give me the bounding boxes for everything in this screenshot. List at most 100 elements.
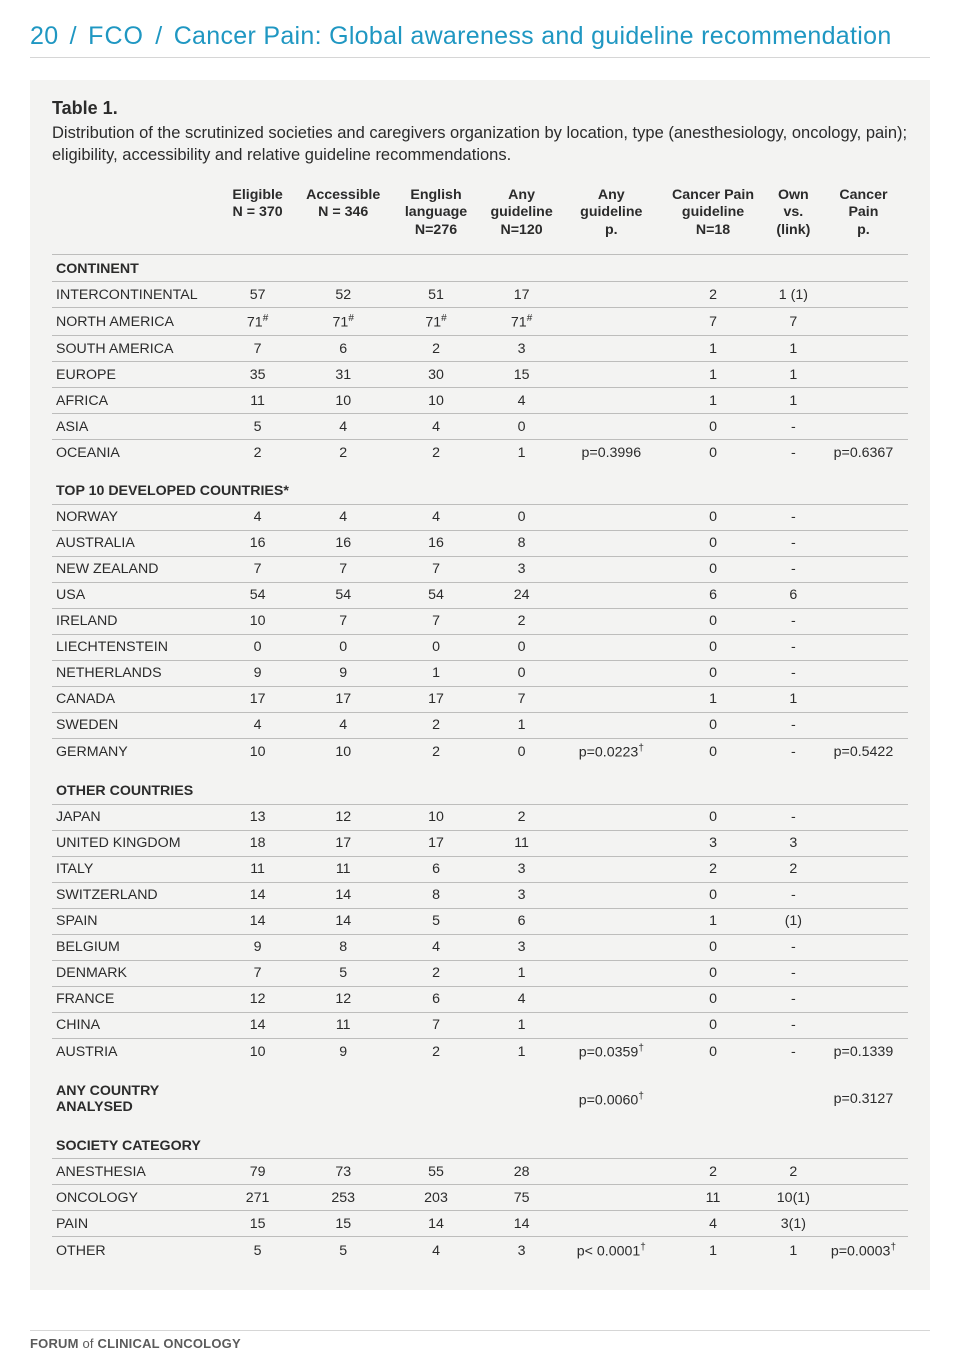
cell: 10 [393,804,479,830]
cell: 54 [293,582,393,608]
cell: 54 [393,582,479,608]
row-label: JAPAN [52,804,222,830]
row-label: AFRICA [52,388,222,414]
cell: 0 [293,634,393,660]
cell: 1 [658,362,768,388]
section-title: ANY COUNTRY ANALYSED [52,1065,222,1120]
cell [564,960,658,986]
cell: 7 [222,556,293,582]
cell: 11 [293,1012,393,1038]
cell [564,830,658,856]
cell: 17 [479,282,565,308]
cell: 15 [222,1211,293,1237]
cell: 2 [393,336,479,362]
cell: 71# [222,308,293,336]
cell: 0 [479,504,565,530]
cell [564,414,658,440]
cell: 1 [658,336,768,362]
page-footer: FORUM of CLINICAL ONCOLOGY [30,1330,930,1351]
cell [819,1211,908,1237]
table-row: JAPAN13121020- [52,804,908,830]
cell: 1 [768,336,819,362]
section-header: SOCIETY CATEGORY [52,1120,908,1159]
cell [564,530,658,556]
cell: 54 [222,582,293,608]
row-label: NETHERLANDS [52,660,222,686]
cell: 3 [768,830,819,856]
row-label: USA [52,582,222,608]
cell: 10 [293,388,393,414]
cell [564,634,658,660]
journal-abbrev: FCO [88,22,144,50]
table-panel: Table 1. Distribution of the scrutinized… [30,80,930,1290]
cell: 18 [222,830,293,856]
section-title: OTHER COUNTRIES [52,765,908,804]
row-label: SWITZERLAND [52,882,222,908]
table-row: SWEDEN44210- [52,712,908,738]
cell: 16 [293,530,393,556]
cell: - [768,738,819,765]
section-inline-value [658,1065,768,1120]
table-row: ASIA54400- [52,414,908,440]
cell: 0 [393,634,479,660]
cell [564,1185,658,1211]
cell: 31 [293,362,393,388]
table-row: UNITED KINGDOM1817171133 [52,830,908,856]
cell: p=0.6367 [819,440,908,466]
cell: p=0.0003† [819,1237,908,1264]
cell: 11 [658,1185,768,1211]
cell [819,388,908,414]
cell: - [768,608,819,634]
cell [564,908,658,934]
cell: 0 [658,986,768,1012]
cell: - [768,530,819,556]
cell: 0 [479,738,565,765]
cell: 5 [222,1237,293,1264]
cell [564,608,658,634]
cell: 9 [293,1038,393,1065]
cell: 6 [393,986,479,1012]
table-row: BELGIUM98430- [52,934,908,960]
cell: 24 [479,582,565,608]
table-row: SOUTH AMERICA762311 [52,336,908,362]
cell: 7 [393,608,479,634]
cell: 0 [479,634,565,660]
table-row: NORWAY44400- [52,504,908,530]
row-label: ANESTHESIA [52,1159,222,1185]
cell: - [768,1012,819,1038]
section-inline-value: p=0.3127 [819,1065,908,1120]
row-label: OCEANIA [52,440,222,466]
table-row: CHINA1411710- [52,1012,908,1038]
cell [819,504,908,530]
cell [564,282,658,308]
cell: 55 [393,1159,479,1185]
page: 20 / FCO / Cancer Pain: Global awareness… [0,0,960,1371]
cell: 1 [768,362,819,388]
cell: 51 [393,282,479,308]
cell: 17 [222,686,293,712]
cell: 7 [768,308,819,336]
cell: 4 [479,986,565,1012]
cell: 73 [293,1159,393,1185]
cell: 0 [658,634,768,660]
section-header: TOP 10 DEVELOPED COUNTRIES* [52,465,908,504]
row-label: ITALY [52,856,222,882]
cell: 14 [293,882,393,908]
section-header: CONTINENT [52,254,908,282]
row-label: PAIN [52,1211,222,1237]
row-label: SOUTH AMERICA [52,336,222,362]
cell: 0 [658,530,768,556]
cell [564,504,658,530]
cell [564,362,658,388]
cell: 5 [222,414,293,440]
cell: 1 [658,908,768,934]
table-row: USA5454542466 [52,582,908,608]
cell: 0 [658,960,768,986]
cell: - [768,634,819,660]
cell: 2 [658,282,768,308]
table-caption: Distribution of the scrutinized societie… [52,123,908,167]
table-row: LIECHTENSTEIN00000- [52,634,908,660]
cell: 14 [393,1211,479,1237]
cell: 271 [222,1185,293,1211]
cell: 1 [768,388,819,414]
